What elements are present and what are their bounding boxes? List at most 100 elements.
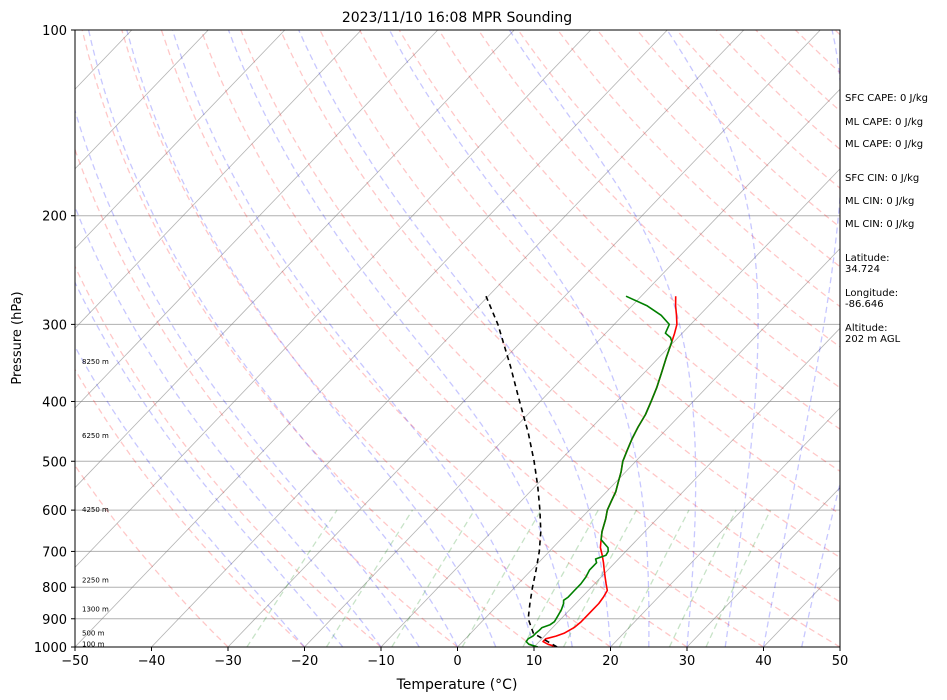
isotherm-line: [75, 30, 362, 329]
latitude-value: 34.724: [845, 264, 880, 275]
x-axis-label: Temperature (°C): [396, 677, 518, 693]
height-label: 4250 m: [82, 506, 109, 514]
height-label: 1300 m: [82, 606, 109, 614]
isotherm-line: [75, 30, 515, 489]
moist-adiabat-line: [762, 30, 840, 647]
isotherm-line: [75, 30, 439, 409]
isotherm-line: [304, 88, 840, 647]
axes: −50 −40 −30 −20 −10 0 10 20 30 40 50 100 200 300 400 50…: [34, 24, 848, 669]
y-axis-label: Pressure (hPa): [10, 291, 25, 384]
longitude-value: -86.646: [845, 299, 884, 310]
x-tick-label: 20: [602, 654, 619, 669]
dry-adiabat-line: [75, 368, 305, 647]
ml-cin-text-2: ML CIN: 0 J/kg: [845, 219, 915, 230]
moist-adiabat-line: [75, 205, 382, 647]
x-tick-label: 50: [832, 654, 849, 669]
moist-adiabat-line: [508, 30, 697, 647]
mixing-ratio-line: [668, 509, 737, 647]
moist-adiabat-line: [75, 108, 420, 647]
mixing-ratio-line: [391, 509, 476, 647]
moist-adiabat-line: [171, 30, 535, 647]
x-tick-label: 40: [755, 654, 772, 669]
x-tick-label: −40: [138, 654, 165, 669]
x-tick-label: 30: [679, 654, 696, 669]
mixing-ratio-line: [461, 509, 542, 647]
y-tick-label: 900: [42, 613, 67, 628]
moist-adiabat-line: [87, 30, 459, 647]
longitude-label: Longitude:: [845, 288, 899, 299]
moist-adiabat-line: [126, 30, 497, 647]
y-tick-label: 400: [42, 395, 67, 410]
moist-adiabat-line: [666, 30, 759, 647]
chart-title: 2023/11/10 16:08 MPR Sounding: [342, 10, 572, 26]
y-tick-label: 300: [42, 318, 67, 333]
x-tick-label: −20: [291, 654, 318, 669]
dry-adiabat-line: [121, 30, 611, 647]
plot-frame: [74, 29, 841, 648]
isotherm-line: [457, 247, 840, 647]
isotherm-line: [227, 30, 821, 647]
isotherm-line: [75, 30, 668, 647]
isotherm-line: [75, 30, 209, 170]
mixing-ratio-line: [705, 509, 772, 647]
x-tick-label: −50: [61, 654, 88, 669]
height-label: 100 m: [82, 640, 105, 648]
height-label: 2250 m: [82, 576, 109, 584]
ml-cape-text-2: ML CAPE: 0 J/kg: [845, 139, 924, 150]
dry-adiabat-line: [557, 30, 840, 308]
dewpoint-trace: [525, 295, 673, 647]
isotherm-line: [610, 407, 840, 647]
sfc-cape-text: SFC CAPE: 0 J/kg: [845, 93, 928, 104]
mixing-ratio-line: [246, 509, 338, 647]
moist-adiabat-line: [298, 30, 612, 647]
ml-cape-text: ML CAPE: 0 J/kg: [845, 117, 924, 128]
x-tick-label: −30: [214, 654, 241, 669]
moist-adiabat-line: [227, 30, 573, 647]
dry-adiabat-line: [75, 464, 229, 647]
sounding-info-panel: SFC CAPE: 0 J/kg ML CAPE: 0 J/kg ML CAPE…: [845, 0, 945, 700]
dry-adiabat-line: [319, 30, 840, 559]
isotherm-line: [75, 30, 286, 250]
isotherm-line: [380, 168, 840, 647]
dry-adiabat-line: [240, 30, 840, 647]
moist-adiabat-line: [75, 345, 305, 647]
height-label: 8250 m: [82, 358, 109, 366]
dry-adiabat-line: [517, 30, 840, 348]
moist-adiabat-line: [388, 30, 650, 647]
y-tick-label: 1000: [34, 641, 67, 656]
latitude-label: Latitude:: [845, 253, 890, 264]
isotherm-line: [151, 30, 745, 647]
mixing-ratio-line: [325, 509, 414, 647]
dry-adiabat-line: [75, 265, 382, 647]
dry-adiabat-line: [359, 30, 840, 515]
isotherm-line: [533, 327, 840, 647]
x-tick-label: 0: [453, 654, 461, 669]
y-tick-label: 800: [42, 581, 67, 596]
x-tick-label: −10: [367, 654, 394, 669]
height-label: 500 m: [82, 629, 105, 637]
parcel-profile-trace: [485, 295, 558, 647]
height-labels: 100 m 500 m 1300 m 2250 m 4250 m 6250 m 8250 m: [82, 358, 109, 648]
height-label: 6250 m: [82, 432, 109, 440]
moist-adiabat-line: [801, 481, 840, 647]
y-tick-label: 200: [42, 210, 67, 225]
mixing-ratio-line: [522, 509, 599, 647]
altitude-label: Altitude:: [845, 323, 888, 334]
dry-adiabat-line: [200, 30, 764, 647]
y-tick-label: 500: [42, 455, 67, 470]
y-tick-label: 100: [42, 24, 67, 39]
y-tick-label: 600: [42, 504, 67, 519]
sfc-cin-text: SFC CIN: 0 J/kg: [845, 173, 920, 184]
altitude-value: 202 m AGL: [845, 334, 901, 345]
sounding-traces: [485, 295, 678, 647]
x-tick-label: 10: [526, 654, 543, 669]
dry-adiabat-line: [160, 30, 688, 647]
mixing-ratio-line: [618, 509, 690, 647]
dry-adiabat-line: [279, 30, 840, 603]
ml-cin-text: ML CIN: 0 J/kg: [845, 196, 915, 207]
isotherm-line: [686, 487, 840, 647]
y-tick-label: 700: [42, 545, 67, 560]
isotherm-line: [75, 30, 592, 568]
dry-adiabat-line: [81, 30, 535, 647]
